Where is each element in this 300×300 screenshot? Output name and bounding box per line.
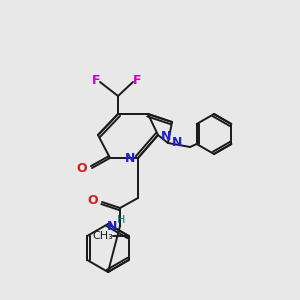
Text: N: N	[161, 130, 171, 143]
Text: O: O	[88, 194, 98, 206]
Text: F: F	[133, 74, 141, 88]
Text: N: N	[172, 136, 182, 149]
Text: CH₃: CH₃	[92, 231, 113, 241]
Text: N: N	[107, 220, 117, 233]
Text: H: H	[117, 215, 125, 225]
Text: N: N	[125, 152, 135, 164]
Text: F: F	[92, 74, 100, 88]
Text: O: O	[77, 161, 87, 175]
